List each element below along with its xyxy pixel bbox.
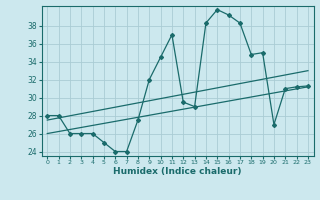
X-axis label: Humidex (Indice chaleur): Humidex (Indice chaleur) xyxy=(113,167,242,176)
